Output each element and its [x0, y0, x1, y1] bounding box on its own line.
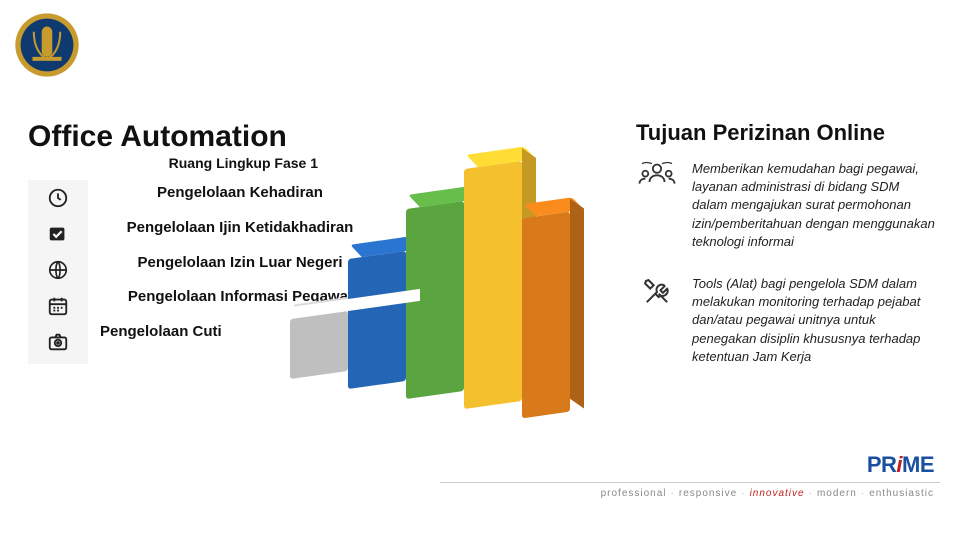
scope-icon-strip [28, 180, 88, 364]
goal-text: Tools (Alat) bagi pengelola SDM dalam me… [692, 275, 936, 366]
tagline-separator: · [671, 488, 675, 499]
goal-text: Memberikan kemudahan bagi pegawai, layan… [692, 160, 936, 251]
tagline-word: modern [817, 488, 857, 499]
tagline-word: enthusiastic [869, 488, 934, 499]
footer-divider [440, 482, 940, 483]
chart-bar [348, 251, 406, 389]
chart-bar [464, 161, 522, 409]
right-column: Tujuan Perizinan Online Memberikan kemud… [636, 120, 936, 390]
tagline-word: professional [601, 488, 667, 499]
logo-part: ME [902, 452, 934, 477]
tagline-word: innovative [750, 488, 805, 499]
tagline-word: responsive [679, 488, 737, 499]
right-title: Tujuan Perizinan Online [636, 120, 936, 146]
checkbox-icon [46, 222, 70, 246]
prime-logo: PRiME [867, 452, 934, 478]
subtitle: Ruang Lingkup Fase 1 [28, 155, 318, 171]
tagline: professional · responsive · innovative · moder… [601, 488, 934, 499]
chart-bar [290, 311, 348, 379]
tools-icon [636, 275, 678, 317]
logo-part: PR [867, 452, 897, 477]
goal-item: Tools (Alat) bagi pengelola SDM dalam me… [636, 275, 936, 366]
chart-bar [522, 212, 570, 419]
tagline-separator: · [809, 488, 813, 499]
tagline-separator: · [861, 488, 865, 499]
clock-icon [46, 186, 70, 210]
tagline-separator: · [741, 488, 745, 499]
globe-icon [46, 258, 70, 282]
institution-logo [14, 12, 80, 78]
block-chart [290, 145, 600, 435]
goal-item: Memberikan kemudahan bagi pegawai, layan… [636, 160, 936, 251]
people-icon [636, 160, 678, 202]
footer: PRiME professional·responsive·innovative… [0, 482, 960, 530]
calendar-icon [46, 294, 70, 318]
camera-icon [46, 330, 70, 354]
